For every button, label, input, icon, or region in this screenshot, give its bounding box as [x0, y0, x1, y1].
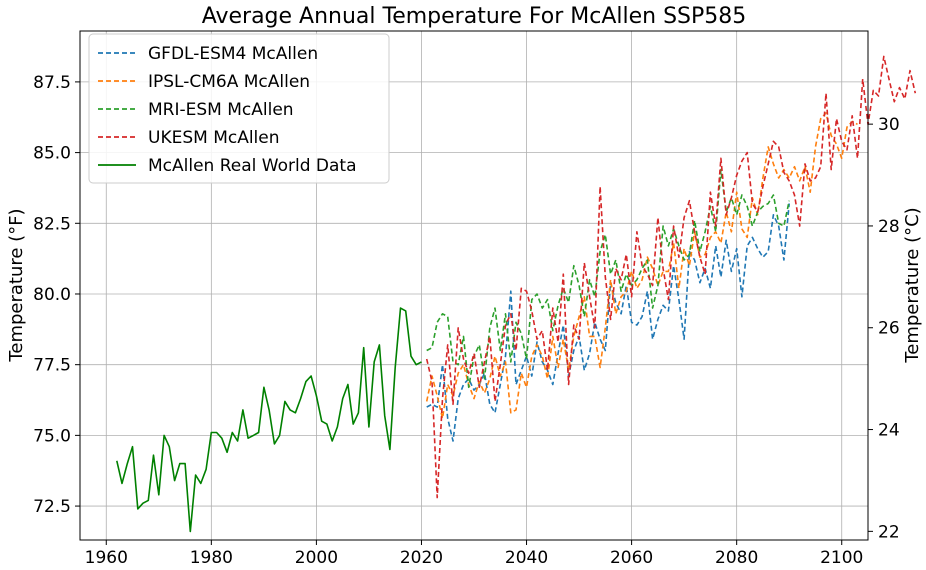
x-tick-label: 2040	[505, 548, 548, 568]
series-layer	[116, 55, 917, 533]
y-tick-label: 77.5	[33, 356, 71, 376]
x-tick-label: 1960	[85, 548, 128, 568]
x-tick-label: 2080	[715, 548, 758, 568]
x-tick-label: 2020	[400, 548, 443, 568]
y-right-tick-label: 30	[878, 115, 900, 135]
x-tick-label: 2100	[820, 548, 863, 568]
y-right-tick-label: 22	[878, 522, 900, 542]
series-line-4	[116, 307, 422, 533]
legend-label: MRI-ESM McAllen	[148, 100, 294, 120]
x-axis: 1960 1980 2000 2020 2040 2060 2080 2100	[85, 540, 863, 568]
x-tick-label: 2060	[610, 548, 653, 568]
y-tick-label: 85.0	[33, 144, 71, 164]
legend: GFDL-ESM4 McAllen IPSL-CM6A McAllen MRI-ES…	[88, 33, 390, 184]
legend-label: McAllen Real World Data	[148, 156, 357, 176]
series-line-0	[426, 203, 790, 442]
y-right-tick-label: 24	[878, 421, 900, 441]
y-right-tick-label: 28	[878, 217, 900, 237]
series-line-3	[425, 55, 917, 499]
y-tick-label: 80.0	[33, 285, 71, 305]
legend-label: IPSL-CM6A McAllen	[148, 72, 310, 92]
y-axis-label-left: Temperature (°F)	[6, 208, 27, 362]
y-right-tick-label: 26	[878, 319, 900, 339]
y-tick-label: 87.5	[33, 73, 71, 93]
x-tick-label: 1980	[190, 548, 233, 568]
y-tick-label: 82.5	[33, 214, 71, 234]
y-tick-label: 75.0	[33, 426, 71, 446]
legend-label: GFDL-ESM4 McAllen	[148, 44, 318, 64]
legend-label: UKESM McAllen	[148, 128, 280, 148]
y-axis-label-right: Temperature (°C)	[902, 207, 923, 363]
y-axis-right: 22 24 26 28 30	[868, 115, 900, 542]
series-line-2	[426, 168, 790, 389]
legend-box	[88, 33, 390, 184]
y-axis-left: 72.5 75.0 77.5 80.0 82.5 85.0 87.5	[33, 73, 80, 517]
x-tick-label: 2000	[295, 548, 338, 568]
series-line-1	[425, 112, 858, 420]
chart-title: Average Annual Temperature For McAllen S…	[202, 4, 747, 29]
plot-frame	[79, 30, 869, 541]
y-tick-label: 72.5	[33, 497, 71, 517]
